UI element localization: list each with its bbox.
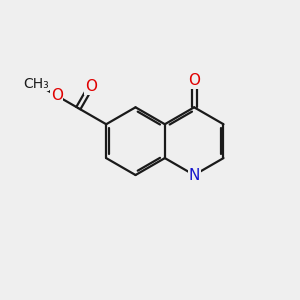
Text: O: O [188, 73, 200, 88]
Text: O: O [51, 88, 63, 103]
Text: O: O [85, 79, 97, 94]
Text: N: N [188, 167, 200, 182]
Text: CH₃: CH₃ [23, 76, 49, 91]
